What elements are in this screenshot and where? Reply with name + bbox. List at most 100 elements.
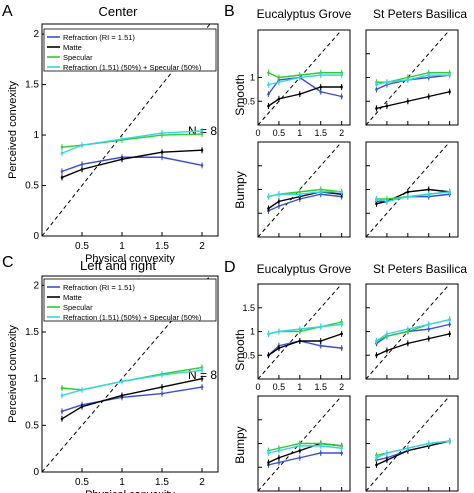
identity-line: [366, 284, 451, 379]
data-point: [267, 92, 270, 96]
identity-line: [258, 142, 343, 237]
data-point: [120, 380, 124, 383]
data-point: [448, 318, 451, 321]
legend-entry: Refraction (RI = 1.51): [63, 33, 135, 42]
y-tick-label: 1: [33, 130, 39, 141]
y-tick-label: 1.5: [242, 303, 255, 313]
data-point: [427, 442, 431, 445]
y-axis-label: Perceived convexity: [7, 325, 19, 423]
x-tick-label: 1: [119, 477, 125, 488]
data-point: [375, 197, 378, 201]
y-tick-label: 2: [33, 29, 39, 40]
data-point: [385, 104, 389, 108]
data-point: [340, 451, 343, 455]
data-point: [319, 325, 323, 329]
data-point: [375, 88, 378, 91]
data-point: [427, 192, 431, 196]
data-point: [385, 80, 389, 84]
plot-c-main-: 0.5 1 1.5 2 0 0.5 1 1.5 2 Physical convexity Perce…: [7, 275, 219, 493]
data-point: [298, 339, 302, 343]
data-point: [319, 339, 323, 343]
legend-entry: Specular: [63, 303, 93, 312]
series-line-1: [61, 377, 203, 420]
identity-line: [366, 142, 451, 237]
x-tick-label: 2: [199, 241, 205, 252]
legend-entry: Refraction (RI = 1.51): [63, 283, 135, 292]
y-tick-label: 2: [33, 280, 39, 291]
data-point: [427, 323, 431, 326]
data-point: [200, 385, 204, 389]
y-tick-label: 0.5: [25, 420, 39, 431]
panel-a-title: Center: [98, 4, 138, 19]
plot-b-st-bumpy: [365, 141, 459, 238]
plot-b-eucalyptus-smooth: 0 0.5 1 1.5 2 0.5 1: [242, 29, 351, 138]
data-point: [427, 73, 431, 77]
x-tick-label: 2: [339, 128, 344, 138]
x-tick-label: 0.5: [75, 241, 89, 252]
data-point: [60, 417, 64, 421]
data-point: [200, 132, 204, 136]
data-point: [80, 143, 84, 147]
series-line-0: [61, 386, 203, 412]
data-point: [267, 195, 270, 198]
data-point: [385, 200, 389, 203]
data-point: [406, 99, 410, 103]
data-point: [80, 405, 84, 408]
y-tick-label: 1.5: [25, 327, 39, 338]
data-point: [340, 95, 343, 98]
data-point: [319, 190, 323, 194]
data-point: [200, 164, 204, 167]
data-point: [298, 76, 302, 79]
x-tick-label: 1.5: [155, 241, 169, 252]
legend-entry: Matte: [63, 293, 82, 302]
scene-title-d-left: Eucalyptus Grove: [257, 262, 352, 276]
legend: Refraction (RI = 1.51)MatteSpecularRefra…: [43, 28, 217, 72]
data-point: [277, 456, 281, 460]
data-point: [160, 131, 164, 135]
data-point: [120, 157, 124, 161]
x-tick-label: 1: [119, 241, 125, 252]
panel-letter-b: B: [224, 3, 235, 20]
data-point: [267, 71, 270, 75]
series-line-2: [61, 366, 203, 391]
data-point: [406, 78, 410, 82]
x-tick-label: 2: [339, 382, 344, 392]
identity-line: [258, 396, 343, 491]
data-point: [267, 332, 270, 336]
data-point: [406, 446, 410, 450]
identity-line: [258, 284, 343, 379]
data-point: [277, 192, 281, 196]
x-axis-label: Physical convexity: [85, 253, 175, 265]
data-point: [298, 444, 302, 448]
data-point: [448, 190, 451, 194]
data-point: [406, 195, 410, 198]
data-point: [277, 449, 281, 452]
plot-a-main-: 0.5 1 1.5 2 0 0.5 1 1.5 2 Physical convexity Perce…: [7, 23, 219, 265]
data-point: [298, 192, 302, 196]
data-point: [277, 200, 281, 203]
data-point: [375, 463, 378, 467]
data-point: [200, 368, 204, 372]
identity-line: [366, 396, 451, 491]
y-tick-label: 1: [33, 374, 39, 385]
data-point: [385, 349, 389, 352]
legend-entry: Refraction (1.51) (50%) + Specular (50%): [63, 63, 202, 72]
data-point: [277, 80, 281, 84]
axes-frame: [41, 275, 219, 473]
plot-layer: 0.5 1 1.5 2 0 0.5 1 1.5 2 Physical convexity Perce…: [7, 23, 459, 493]
data-point: [375, 353, 378, 357]
data-point: [60, 386, 64, 390]
x-tick-label: 1.5: [314, 382, 327, 392]
plot-d-st-smooth: [365, 283, 459, 380]
data-point: [375, 107, 378, 110]
data-point: [319, 444, 323, 448]
x-tick-label: 1: [297, 382, 302, 392]
y-tick-label: 1.5: [25, 80, 39, 91]
plot-d-eucalyptus-bumpy: [257, 395, 351, 492]
data-point: [375, 202, 378, 206]
y-axis-label: Perceived convexity: [7, 81, 19, 179]
axes-frame: [365, 141, 459, 238]
plot-b-st-smooth: [365, 29, 459, 126]
series-line-1: [268, 86, 342, 107]
